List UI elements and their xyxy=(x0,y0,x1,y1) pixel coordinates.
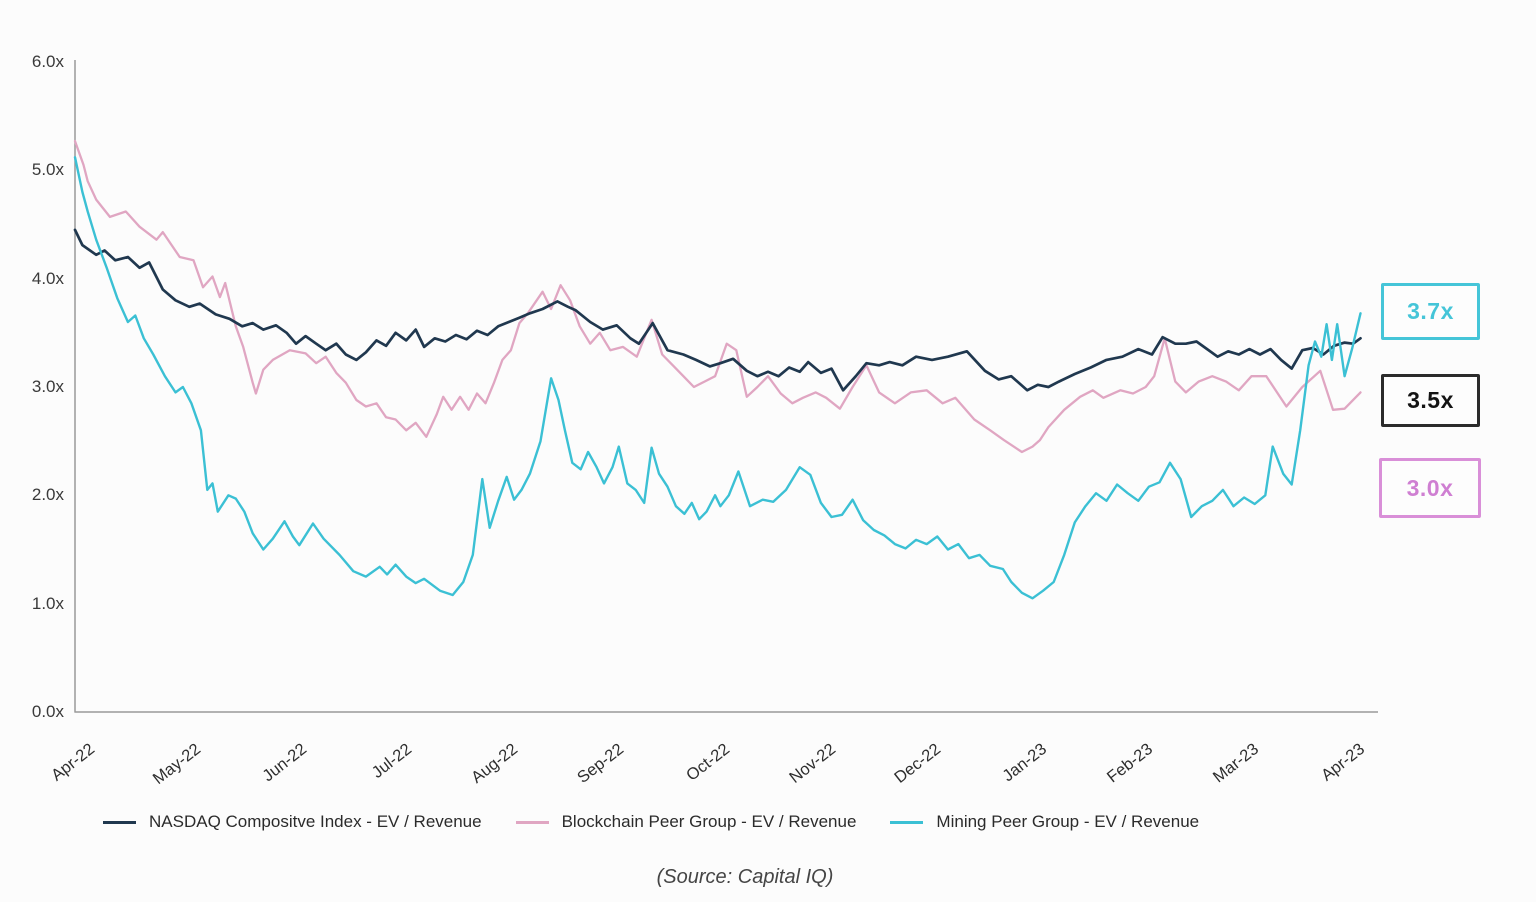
legend-label: Blockchain Peer Group - EV / Revenue xyxy=(561,812,857,831)
y-tick-label: 2.0x xyxy=(31,485,64,505)
mining-line-swatch-icon xyxy=(890,820,924,824)
callout-mining-end-value: 3.7x xyxy=(1381,283,1480,340)
legend-item-blockchain: Blockchain Peer Group - EV / Revenue xyxy=(515,812,857,832)
y-tick-label: 0.0x xyxy=(31,702,64,721)
y-tick-label: 3.0x xyxy=(31,377,64,396)
y-tick-label: 1.0x xyxy=(31,593,64,613)
legend-label: NASDAQ Compositve Index - EV / Revenue xyxy=(149,812,482,831)
legend-label: Mining Peer Group - EV / Revenue xyxy=(936,812,1200,831)
callout-nasdaq-end-value: 3.5x xyxy=(1381,374,1480,427)
y-tick-label: 6.0x xyxy=(31,52,64,71)
series-lines xyxy=(73,139,1362,600)
legend: NASDAQ Compositve Index - EV / Revenue B… xyxy=(103,812,1199,832)
series-line-mining-peer-group xyxy=(73,156,1362,600)
series-line-nasdaq-composite xyxy=(73,228,1362,392)
callout-label: 3.0x xyxy=(1406,474,1454,501)
source-note: (Source: Capital IQ) xyxy=(656,866,834,888)
callout-blockchain-end-value: 3.0x xyxy=(1379,458,1481,518)
blockchain-line-swatch-icon xyxy=(515,820,549,824)
legend-item-mining: Mining Peer Group - EV / Revenue xyxy=(890,812,1199,832)
y-tick-label: 4.0x xyxy=(31,268,64,288)
legend-item-nasdaq: NASDAQ Compositve Index - EV / Revenue xyxy=(103,812,482,832)
nasdaq-line-swatch-icon xyxy=(103,820,136,824)
callout-label: 3.7x xyxy=(1407,298,1454,324)
callout-label: 3.5x xyxy=(1407,387,1454,413)
y-tick-label: 5.0x xyxy=(31,160,64,180)
series-line-blockchain-peer-group xyxy=(73,139,1362,454)
